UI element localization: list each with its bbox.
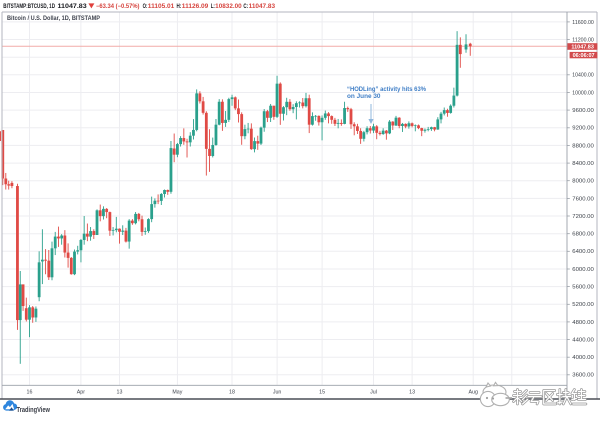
svg-text:H:: H: bbox=[177, 4, 182, 10]
svg-text:3600.00: 3600.00 bbox=[572, 373, 594, 379]
svg-text:−63.34 (−0.57%): −63.34 (−0.57%) bbox=[96, 4, 140, 10]
svg-text:11200.00: 11200.00 bbox=[572, 37, 594, 43]
svg-text:O:: O: bbox=[143, 4, 148, 10]
svg-text:on June 30: on June 30 bbox=[347, 93, 381, 100]
svg-text:6800.00: 6800.00 bbox=[572, 232, 594, 238]
svg-text:9200.00: 9200.00 bbox=[572, 126, 594, 132]
svg-text:8800.00: 8800.00 bbox=[572, 143, 594, 149]
svg-text:15: 15 bbox=[319, 390, 325, 396]
svg-text:Jul: Jul bbox=[370, 390, 377, 396]
svg-text:4400.00: 4400.00 bbox=[572, 337, 594, 343]
svg-text:4000.00: 4000.00 bbox=[572, 355, 594, 361]
svg-text:5200.00: 5200.00 bbox=[572, 302, 594, 308]
svg-text:May: May bbox=[172, 390, 182, 396]
svg-text:5600.00: 5600.00 bbox=[572, 285, 594, 291]
svg-text:11047.83: 11047.83 bbox=[571, 45, 594, 51]
svg-text:BITSTAMP:BTCUSD, 1D: BITSTAMP:BTCUSD, 1D bbox=[3, 4, 55, 10]
svg-text:C:: C: bbox=[243, 4, 248, 10]
svg-text:18: 18 bbox=[229, 390, 235, 396]
svg-text:13: 13 bbox=[409, 390, 415, 396]
svg-text:7600.00: 7600.00 bbox=[572, 196, 594, 202]
svg-text:8000.00: 8000.00 bbox=[572, 179, 594, 185]
svg-text:13: 13 bbox=[117, 390, 123, 396]
svg-text:10000.00: 10000.00 bbox=[572, 90, 594, 96]
svg-text:11105.01: 11105.01 bbox=[148, 4, 175, 10]
svg-text:10832.00: 10832.00 bbox=[215, 4, 242, 10]
svg-text:16: 16 bbox=[27, 390, 33, 396]
svg-text:6400.00: 6400.00 bbox=[572, 249, 594, 255]
svg-text:06:06:07: 06:06:07 bbox=[573, 53, 595, 59]
svg-text:10400.00: 10400.00 bbox=[572, 73, 594, 79]
svg-text:11047.83: 11047.83 bbox=[249, 4, 276, 10]
svg-text:6000.00: 6000.00 bbox=[572, 267, 594, 273]
svg-text:Apr: Apr bbox=[77, 390, 85, 396]
svg-text:11047.83: 11047.83 bbox=[58, 4, 88, 10]
svg-text:11126.09: 11126.09 bbox=[182, 4, 209, 10]
svg-text:“HODLing” activity hits 63%: “HODLing” activity hits 63% bbox=[347, 86, 426, 93]
svg-text:L:: L: bbox=[211, 4, 215, 10]
svg-text:Bitcoin / U.S. Dollar, 1D, BIT: Bitcoin / U.S. Dollar, 1D, BITSTAMP bbox=[7, 16, 100, 22]
svg-text:TradingView: TradingView bbox=[17, 405, 51, 414]
svg-text:9600.00: 9600.00 bbox=[572, 108, 594, 114]
svg-text:4800.00: 4800.00 bbox=[572, 320, 594, 326]
svg-text:8400.00: 8400.00 bbox=[572, 161, 594, 167]
svg-text:Jun: Jun bbox=[273, 390, 282, 396]
svg-text:11600.00: 11600.00 bbox=[572, 20, 594, 26]
svg-text:Aug: Aug bbox=[468, 390, 477, 396]
svg-text:7200.00: 7200.00 bbox=[572, 214, 594, 220]
